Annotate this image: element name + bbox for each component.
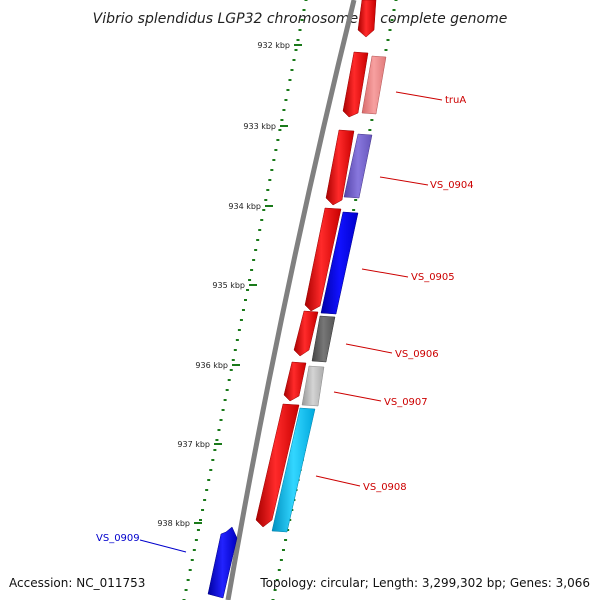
tick-arc-inner — [182, 0, 308, 600]
gene-VS_0905[interactable] — [320, 211, 359, 315]
cds-feature[interactable] — [342, 51, 369, 118]
cds-feature[interactable] — [357, 0, 377, 38]
tick-label-938: 938 kbp — [157, 519, 190, 528]
gene-VS_0908[interactable] — [271, 407, 316, 533]
gene-VS_0906[interactable] — [311, 315, 336, 363]
gene-truA[interactable] — [361, 55, 387, 115]
accession-text: Accession: NC_011753 — [9, 576, 145, 590]
label-VS_0907[interactable]: VS_0907 — [384, 397, 428, 408]
label-truA[interactable]: truA — [445, 95, 466, 106]
gene-track — [207, 55, 387, 599]
tick-label-936: 936 kbp — [195, 361, 228, 370]
tick-label-935: 935 kbp — [212, 281, 245, 290]
gene-VS_0904[interactable] — [343, 133, 373, 199]
topology-text: Topology: circular; Length: 3,299,302 bp… — [259, 576, 590, 590]
label-VS_0905[interactable]: VS_0905 — [411, 272, 455, 283]
cds-track — [255, 0, 377, 528]
cds-feature[interactable] — [325, 129, 355, 206]
label-leaders — [139, 91, 443, 553]
label-VS_0904[interactable]: VS_0904 — [430, 180, 474, 191]
gene-VS_0909[interactable] — [207, 526, 238, 599]
gene-VS_0907[interactable] — [301, 365, 325, 407]
cds-feature[interactable] — [304, 207, 342, 312]
gene-labels: truA VS_0904 VS_0905 VS_0906 VS_0907 VS_… — [96, 95, 474, 544]
tick-label-934: 934 kbp — [228, 202, 261, 211]
tick-label-933: 933 kbp — [243, 122, 276, 131]
map-title: Vibrio splendidus LGP32 chromosome 1, co… — [93, 11, 508, 27]
major-ticks — [194, 44, 302, 524]
label-VS_0906[interactable]: VS_0906 — [395, 349, 439, 360]
tick-label-932: 932 kbp — [257, 41, 290, 50]
cds-feature[interactable] — [293, 310, 319, 357]
label-VS_0908[interactable]: VS_0908 — [363, 482, 407, 493]
label-VS_0909[interactable]: VS_0909 — [96, 533, 140, 544]
cds-feature[interactable] — [255, 403, 300, 528]
backbone-arc — [225, 0, 357, 600]
tick-labels: 932 kbp 933 kbp 934 kbp 935 kbp 936 kbp … — [157, 41, 290, 528]
cds-feature[interactable] — [283, 361, 307, 402]
tick-label-937: 937 kbp — [177, 440, 210, 449]
